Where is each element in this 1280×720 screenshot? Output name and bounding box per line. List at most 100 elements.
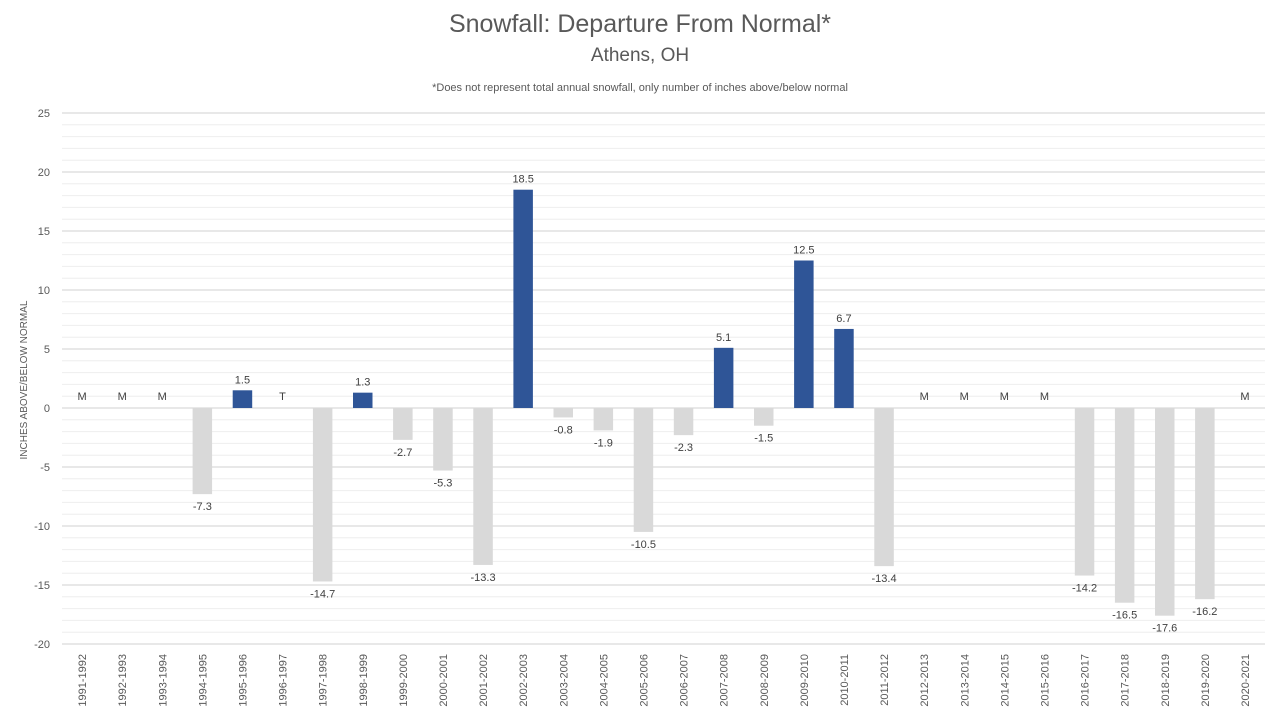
- data-label: -10.5: [631, 539, 656, 551]
- y-tick-label: -20: [34, 639, 50, 651]
- bar-1994-1995: [192, 408, 213, 495]
- x-tick-label: 1998-1999: [358, 654, 370, 707]
- x-tick-label: 2009-2010: [799, 654, 811, 707]
- bar-1995-1996: [232, 390, 253, 408]
- x-tick-label: 1996-1997: [278, 654, 290, 707]
- data-label: -0.8: [554, 424, 573, 436]
- bar-2008-2009: [754, 408, 774, 426]
- x-tick-label: 1995-1996: [237, 654, 249, 707]
- x-tick-label: 2004-2005: [598, 654, 610, 707]
- y-tick-label: -5: [40, 462, 50, 474]
- bar-2007-2008: [713, 347, 734, 408]
- x-tick-label: 1994-1995: [197, 654, 209, 707]
- y-tick-label: 0: [44, 403, 50, 415]
- data-label: M: [118, 391, 127, 403]
- bar-2006-2007: [673, 408, 694, 436]
- data-label: -2.7: [393, 447, 412, 459]
- x-tick-label: 2011-2012: [879, 654, 891, 706]
- bar-2001-2002: [473, 408, 493, 565]
- data-label: -16.2: [1192, 606, 1217, 618]
- x-tick-label: 2013-2014: [959, 654, 971, 707]
- data-label: M: [158, 391, 167, 403]
- x-tick-label: 2006-2007: [679, 654, 691, 707]
- bar-2009-2010: [794, 260, 814, 408]
- y-tick-label: 10: [38, 285, 50, 297]
- x-tick-label: 2008-2009: [759, 654, 771, 707]
- bar-2017-2018: [1114, 408, 1135, 603]
- data-label: -16.5: [1112, 610, 1137, 622]
- data-label: T: [279, 391, 286, 403]
- bar-1997-1998: [312, 408, 333, 582]
- x-tick-label: 2002-2003: [518, 654, 530, 707]
- y-tick-label: 25: [38, 108, 50, 120]
- data-label: 5.1: [716, 332, 731, 344]
- data-label: 18.5: [512, 174, 533, 186]
- y-tick-label: -10: [34, 521, 50, 533]
- data-label: M: [1040, 391, 1049, 403]
- bar-2005-2006: [633, 408, 654, 532]
- bar-1999-2000: [393, 408, 413, 440]
- data-label: -1.5: [754, 433, 773, 445]
- data-label: -5.3: [433, 478, 452, 490]
- x-tick-label: 2014-2015: [999, 654, 1011, 707]
- y-tick-label: 5: [44, 344, 50, 356]
- data-label: 1.5: [235, 374, 250, 386]
- x-tick-label: 2003-2004: [558, 654, 570, 707]
- y-axis-ticks: 25 20 15 10 5 0 -5 -10 -15 -20: [34, 108, 50, 651]
- x-tick-label: 1992-1993: [117, 654, 129, 707]
- bar-2002-2003: [513, 189, 533, 408]
- x-tick-label: 2018-2019: [1160, 654, 1172, 707]
- data-label: -13.3: [471, 572, 496, 584]
- data-label: M: [1240, 391, 1249, 403]
- chart-subtitle: Athens, OH: [590, 45, 690, 66]
- x-tick-label: 2001-2002: [478, 654, 490, 707]
- data-label: M: [920, 391, 929, 403]
- data-label: -17.6: [1152, 623, 1177, 635]
- data-label: -2.3: [674, 442, 693, 454]
- bar-2011-2012: [874, 408, 894, 567]
- bar-2003-2004: [553, 408, 573, 418]
- bar-2019-2020: [1195, 408, 1215, 600]
- x-tick-label: 2012-2013: [919, 654, 931, 707]
- y-axis-label: INCHES ABOVE/BELOW NORMAL: [19, 300, 30, 459]
- x-axis-ticks: 1991-1992 1992-1993 1993-1994 1994-1995 1995…: [77, 654, 1252, 707]
- x-tick-label: 2019-2020: [1200, 654, 1212, 707]
- x-tick-label: 2010-2011: [839, 654, 851, 706]
- y-tick-label: 15: [38, 226, 50, 238]
- bars: [192, 189, 1215, 616]
- chart-note: *Does not represent total annual snowfal…: [432, 82, 848, 94]
- bar-2010-2011: [834, 328, 854, 408]
- x-tick-label: 1991-1992: [77, 654, 89, 707]
- bar-2016-2017: [1074, 408, 1095, 576]
- data-label: -1.9: [594, 437, 613, 449]
- x-tick-label: 2016-2017: [1080, 654, 1092, 707]
- data-label: -7.3: [193, 501, 212, 513]
- data-label: 6.7: [836, 313, 851, 325]
- gridlines: [62, 112, 1265, 645]
- bar-1998-1999: [353, 392, 373, 408]
- x-tick-label: 2007-2008: [719, 654, 731, 707]
- x-tick-label: 1999-2000: [398, 654, 410, 707]
- x-tick-label: 2005-2006: [638, 654, 650, 707]
- x-tick-label: 1997-1998: [318, 654, 330, 707]
- data-labels: M M M -7.3 1.5 T -14.7 1.3 -2.7 -5.3 -13.3 18.5 -0.8…: [77, 174, 1249, 635]
- data-label: M: [960, 391, 969, 403]
- data-label: -14.7: [310, 588, 335, 600]
- data-label: M: [77, 391, 86, 403]
- bar-2018-2019: [1155, 408, 1175, 616]
- data-label: -13.4: [872, 573, 897, 585]
- chart-title: Snowfall: Departure From Normal*: [448, 10, 832, 38]
- data-label: -14.2: [1072, 583, 1097, 595]
- x-tick-label: 2000-2001: [438, 654, 450, 707]
- y-tick-label: -15: [34, 580, 50, 592]
- x-tick-label: 2017-2018: [1120, 654, 1132, 707]
- bar-2004-2005: [593, 408, 614, 431]
- data-label: 12.5: [793, 245, 814, 257]
- x-tick-label: 2020-2021: [1240, 654, 1252, 707]
- y-tick-label: 20: [38, 167, 50, 179]
- bar-2000-2001: [433, 408, 453, 471]
- x-tick-label: 1993-1994: [157, 654, 169, 707]
- data-label: M: [1000, 391, 1009, 403]
- data-label: 1.3: [355, 377, 370, 389]
